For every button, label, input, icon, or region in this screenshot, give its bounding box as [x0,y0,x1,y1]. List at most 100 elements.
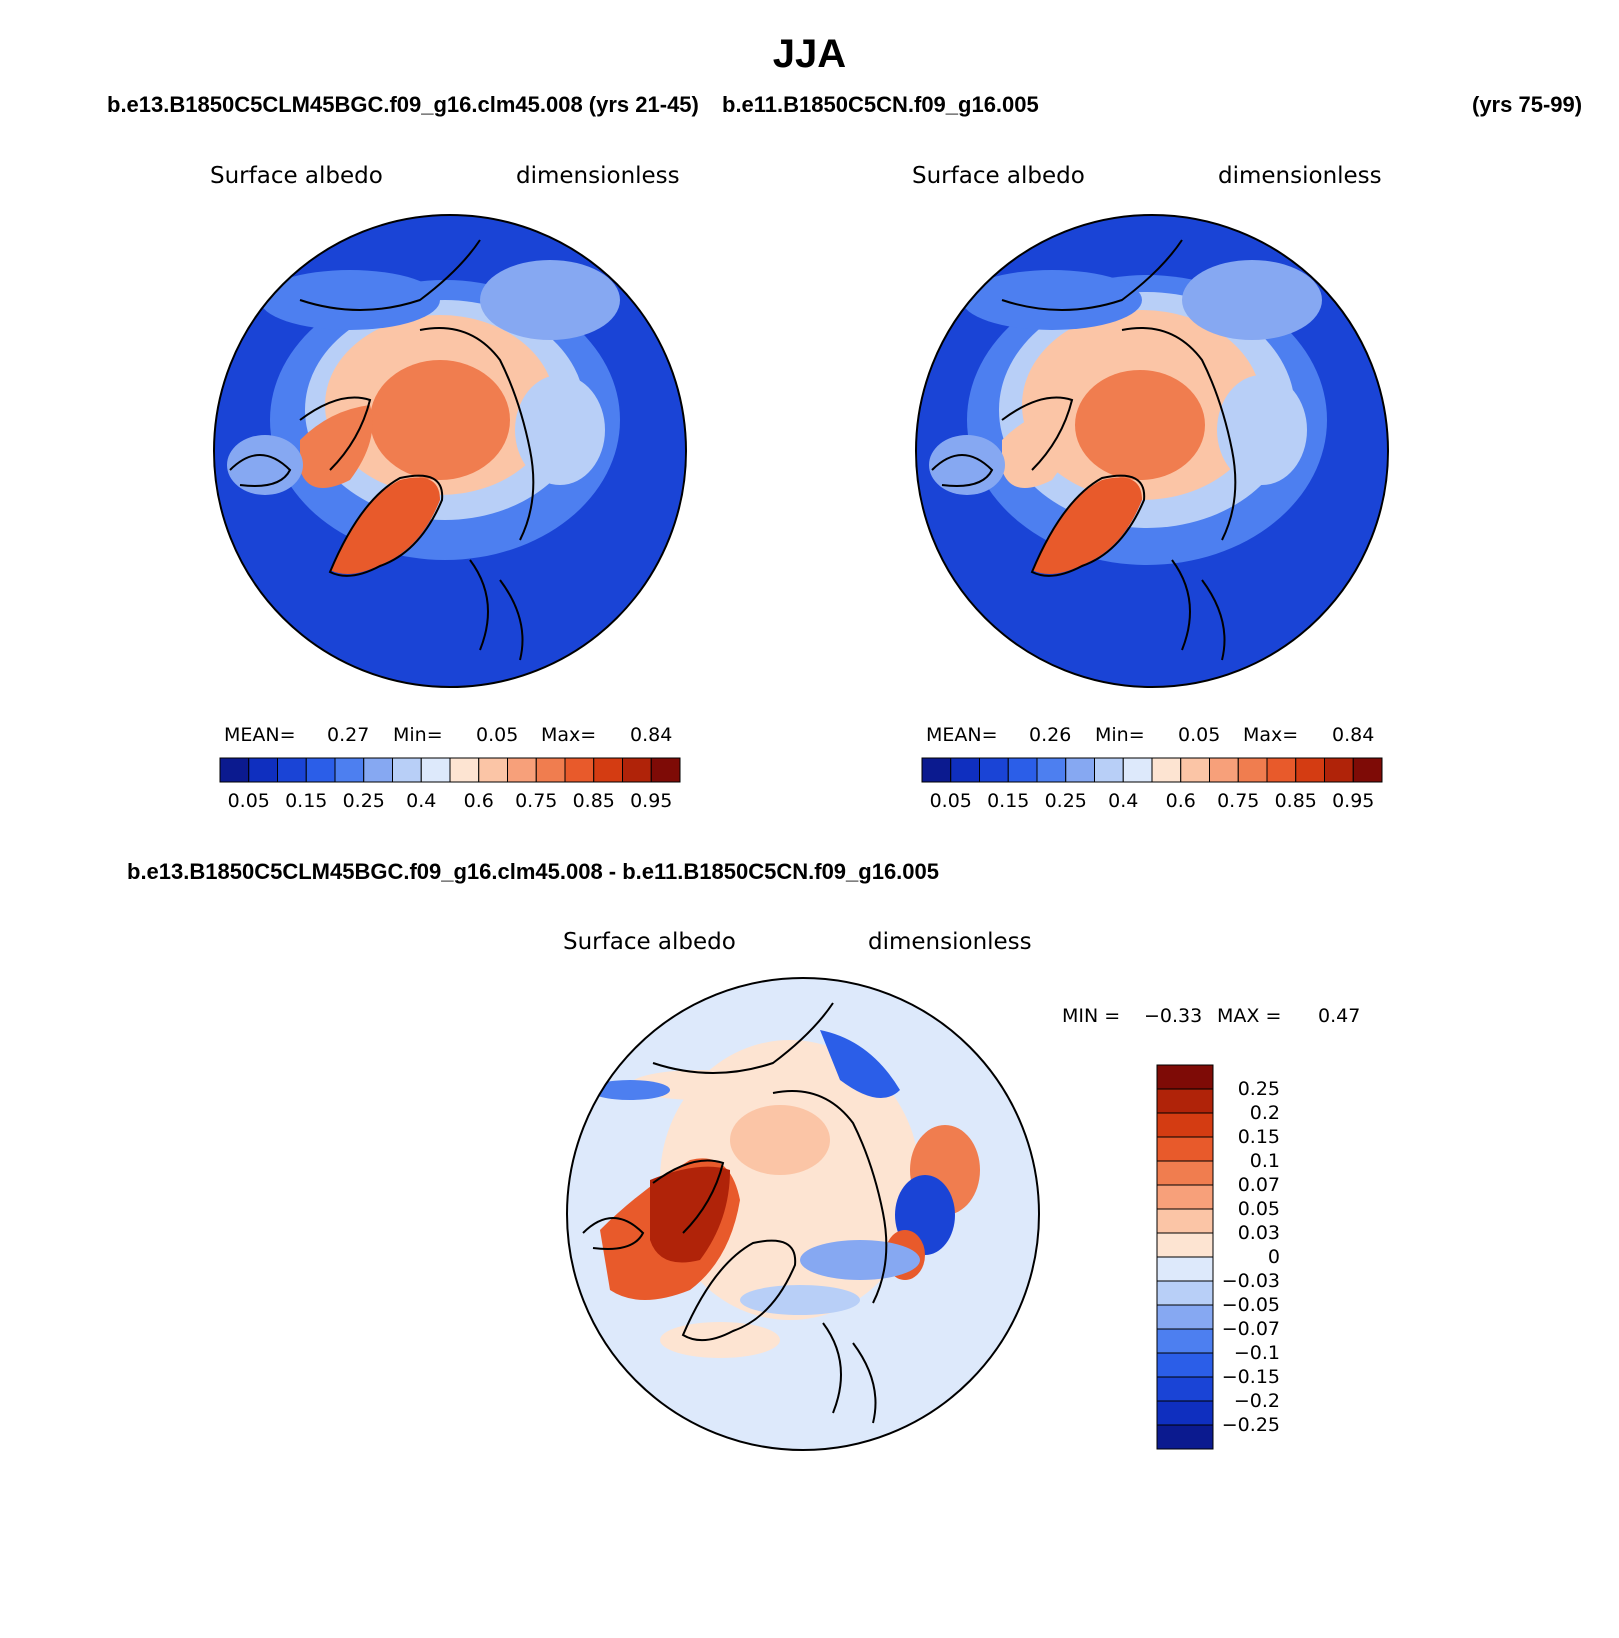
colorbar-tick-label: 0.6 [1165,790,1196,812]
colorbar-swatch [921,757,952,783]
colorbar-tick-label: 0.85 [572,790,615,812]
diff-title: b.e13.B1850C5CLM45BGC.f09_g16.clm45.008 … [127,859,940,884]
colorbar-swatch [1094,757,1124,783]
colorbar-tick-label: 0.25 [342,790,385,812]
diff-colorbar-labels: 0.25 0.2 0.15 0.1 0.07 0.05 0.03 0 −0.03 −0.05 −0.… [1218,1065,1328,1449]
colorbar-tick-label: 0.75 [1217,790,1260,812]
panel2-colorbar [921,757,1383,783]
colorbar-swatch [420,757,451,783]
colorbar-swatch [1266,757,1297,783]
diff-variable: Surface albedo [563,929,736,955]
colorbar-tick-label: 0.4 [406,790,437,812]
colorbar-swatch [979,757,1009,783]
colorbar-tick-label: 0.25 [1237,1078,1280,1100]
panel1-max-label: Max= [541,724,597,746]
colorbar-tick-label: 0.05 [1237,1198,1280,1220]
colorbar-tick-label: 0.15 [987,790,1030,812]
diff-max-value: 0.47 [1318,1005,1361,1027]
colorbar-swatch [1295,757,1325,783]
colorbar-swatch [392,757,422,783]
diff-min-label: MIN = [1062,1005,1121,1027]
colorbar-swatch [1156,1184,1214,1210]
panel2-max-label: Max= [1243,724,1299,746]
colorbar-tick-label: 0.85 [1274,790,1317,812]
colorbar-tick-label: 0.25 [1044,790,1087,812]
colorbar-tick-label: 0.07 [1237,1174,1280,1196]
colorbar-tick-label: −0.07 [1221,1318,1280,1340]
colorbar-tick-label: 0.95 [630,790,673,812]
colorbar-tick-label: −0.03 [1221,1270,1280,1292]
colorbar-tick-label: 0.05 [227,790,270,812]
colorbar-swatch [1156,1088,1214,1114]
colorbar-swatch [1065,757,1095,783]
colorbar-tick-label: −0.15 [1221,1366,1280,1388]
panel1-min-label: Min= [393,724,443,746]
colorbar-tick-label: −0.1 [1233,1342,1280,1364]
colorbar-swatch [1156,1208,1214,1234]
colorbar-swatch [1156,1112,1214,1138]
panel2-variable: Surface albedo [912,163,1085,189]
panel1-max-value: 0.84 [630,724,673,746]
colorbar-swatch [1156,1136,1214,1162]
case1-header: b.e13.B1850C5CLM45BGC.f09_g16.clm45.008 … [107,92,699,117]
colorbar-swatch [950,757,980,783]
colorbar-tick-label: 0.6 [463,790,494,812]
colorbar-tick-label: 0.05 [929,790,972,812]
colorbar-swatch [1151,757,1182,783]
panel1-mean-value: 0.27 [327,724,370,746]
diff-units: dimensionless [868,929,1032,955]
panel1-units: dimensionless [516,163,680,189]
colorbar-swatch [1156,1376,1214,1402]
colorbar-swatch [219,757,250,783]
colorbar-tick-label: 0 [1267,1246,1280,1268]
colorbar-swatch [1156,1328,1214,1354]
panel1-min-value: 0.05 [476,724,519,746]
colorbar-swatch [478,757,508,783]
colorbar-tick-label: 0.75 [515,790,558,812]
colorbar-tick-label: 0.03 [1237,1222,1280,1244]
panel2-max-value: 0.84 [1332,724,1375,746]
colorbar-swatch [1156,1256,1214,1282]
colorbar-swatch [1156,1352,1214,1378]
panel2-mean-value: 0.26 [1029,724,1072,746]
panel1-colorbar-labels: 0.05 0.15 0.25 0.4 0.6 0.75 0.85 0.95 [220,790,680,814]
colorbar-swatch [1122,757,1153,783]
panel2-mean-label: MEAN= [926,724,998,746]
colorbar-tick-label: 0.15 [1237,1126,1280,1148]
colorbar-tick-label: 0.1 [1249,1150,1280,1172]
colorbar-tick-label: −0.2 [1233,1390,1280,1412]
colorbar-swatch [363,757,393,783]
panel1-mean-label: MEAN= [224,724,296,746]
colorbar-swatch [1156,1304,1214,1330]
colorbar-swatch [277,757,307,783]
panel2-units: dimensionless [1218,163,1382,189]
panel1-colorbar [219,757,681,783]
panel2-colorbar-labels: 0.05 0.15 0.25 0.4 0.6 0.75 0.85 0.95 [922,790,1382,814]
colorbar-swatch [1156,1232,1214,1258]
colorbar-tick-label: 0.4 [1108,790,1139,812]
colorbar-swatch [507,757,537,783]
case2-header: b.e11.B1850C5CN.f09_g16.005 [722,92,1039,117]
diff-min-value: −0.33 [1144,1005,1203,1027]
colorbar-tick-label: 0.2 [1249,1102,1280,1124]
case2-years: (yrs 75-99) [1472,92,1583,117]
panel2-min-label: Min= [1095,724,1145,746]
page-title: JJA [772,32,847,76]
colorbar-swatch [1156,1400,1214,1426]
colorbar-tick-label: 0.95 [1332,790,1375,812]
diff-colorbar [1156,1064,1214,1450]
colorbar-swatch [305,757,336,783]
panel1-variable: Surface albedo [210,163,383,189]
colorbar-swatch [1180,757,1210,783]
diff-max-label: MAX = [1217,1005,1282,1027]
colorbar-swatch [1007,757,1038,783]
colorbar-swatch [593,757,623,783]
colorbar-swatch [1352,757,1383,783]
colorbar-swatch [650,757,681,783]
colorbar-swatch [1156,1424,1214,1450]
colorbar-tick-label: −0.05 [1221,1294,1280,1316]
panel2-min-value: 0.05 [1178,724,1221,746]
colorbar-swatch [1324,757,1354,783]
